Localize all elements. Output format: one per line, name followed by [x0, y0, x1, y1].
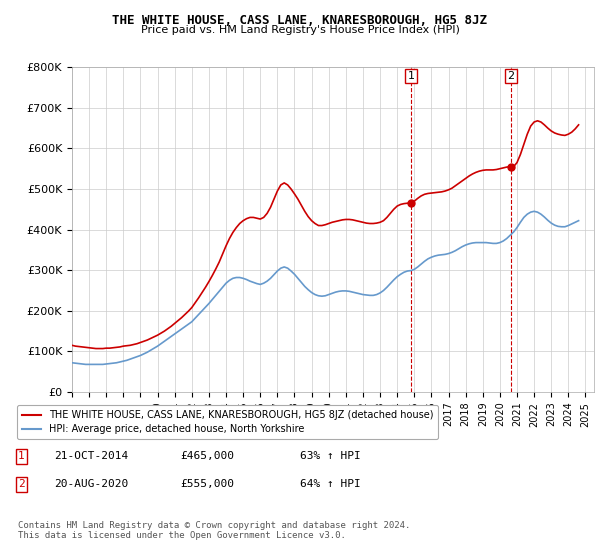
Text: 21-OCT-2014: 21-OCT-2014: [54, 451, 128, 461]
Legend: THE WHITE HOUSE, CASS LANE, KNARESBOROUGH, HG5 8JZ (detached house), HPI: Averag: THE WHITE HOUSE, CASS LANE, KNARESBOROUG…: [17, 405, 439, 439]
Text: Contains HM Land Registry data © Crown copyright and database right 2024.
This d: Contains HM Land Registry data © Crown c…: [18, 521, 410, 540]
Text: 2: 2: [507, 71, 514, 81]
Text: 1: 1: [407, 71, 415, 81]
Text: 2: 2: [18, 479, 25, 489]
Text: 63% ↑ HPI: 63% ↑ HPI: [300, 451, 361, 461]
Text: 1: 1: [18, 451, 25, 461]
Text: 20-AUG-2020: 20-AUG-2020: [54, 479, 128, 489]
Text: £555,000: £555,000: [180, 479, 234, 489]
Text: £465,000: £465,000: [180, 451, 234, 461]
Text: THE WHITE HOUSE, CASS LANE, KNARESBOROUGH, HG5 8JZ: THE WHITE HOUSE, CASS LANE, KNARESBOROUG…: [113, 14, 487, 27]
Text: Price paid vs. HM Land Registry's House Price Index (HPI): Price paid vs. HM Land Registry's House …: [140, 25, 460, 35]
Text: 64% ↑ HPI: 64% ↑ HPI: [300, 479, 361, 489]
